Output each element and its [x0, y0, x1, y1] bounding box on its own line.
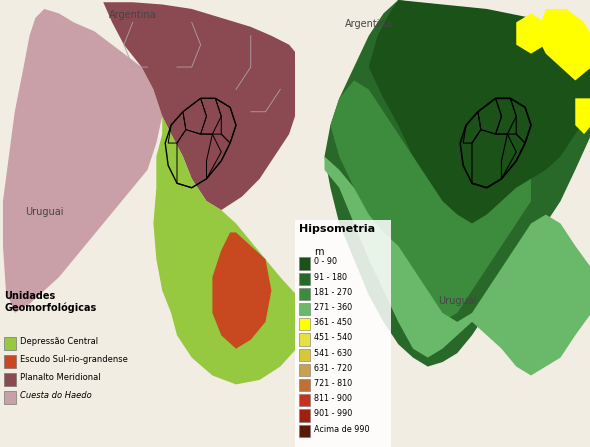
Polygon shape	[212, 232, 271, 349]
Text: 631 - 720: 631 - 720	[314, 364, 352, 373]
Bar	[299, 349, 310, 361]
FancyBboxPatch shape	[293, 220, 391, 447]
Text: m: m	[314, 247, 324, 257]
Bar	[299, 425, 310, 437]
Text: Hipsometria: Hipsometria	[299, 224, 376, 233]
Bar	[5, 337, 16, 350]
Text: Cuesta do Haedo: Cuesta do Haedo	[20, 391, 91, 400]
Text: Acima de 990: Acima de 990	[314, 425, 370, 434]
Bar	[299, 257, 310, 270]
Bar	[299, 303, 310, 315]
Text: 811 - 900: 811 - 900	[314, 394, 352, 403]
Polygon shape	[516, 13, 546, 54]
Bar	[299, 409, 310, 422]
Polygon shape	[103, 2, 297, 210]
Text: Escudo Sul-rio-grandense: Escudo Sul-rio-grandense	[20, 355, 127, 364]
Bar	[299, 273, 310, 285]
Text: 91 - 180: 91 - 180	[314, 273, 347, 282]
Text: Uruguai: Uruguai	[25, 207, 64, 216]
Text: 721 - 810: 721 - 810	[314, 379, 352, 388]
Text: Uruguai: Uruguai	[438, 296, 477, 306]
Text: Unidades
Geomorfológicas: Unidades Geomorfológicas	[5, 291, 97, 313]
Text: Argentina: Argentina	[109, 10, 156, 20]
Text: Planalto Meridional: Planalto Meridional	[20, 373, 100, 382]
Polygon shape	[3, 9, 162, 313]
Bar	[5, 391, 16, 404]
Text: 451 - 540: 451 - 540	[314, 333, 352, 342]
Bar	[299, 394, 310, 406]
Text: 541 - 630: 541 - 630	[314, 349, 352, 358]
Polygon shape	[330, 80, 531, 335]
Text: 0 - 90: 0 - 90	[314, 257, 337, 266]
Bar	[5, 373, 16, 386]
Text: 901 - 990: 901 - 990	[314, 409, 352, 418]
Polygon shape	[369, 0, 590, 224]
Text: Depressão Central: Depressão Central	[20, 337, 98, 346]
Bar	[299, 333, 310, 346]
Bar	[299, 288, 310, 300]
Bar	[5, 355, 16, 368]
Bar	[299, 379, 310, 391]
Text: 181 - 270: 181 - 270	[314, 288, 352, 297]
Polygon shape	[537, 9, 590, 80]
Polygon shape	[575, 98, 590, 134]
Polygon shape	[324, 0, 590, 367]
Bar	[299, 318, 310, 330]
Polygon shape	[153, 116, 297, 384]
Polygon shape	[324, 156, 590, 375]
Text: Argentina: Argentina	[345, 19, 392, 29]
Bar	[299, 364, 310, 376]
Text: 271 - 360: 271 - 360	[314, 303, 352, 312]
Text: 361 - 450: 361 - 450	[314, 318, 352, 327]
